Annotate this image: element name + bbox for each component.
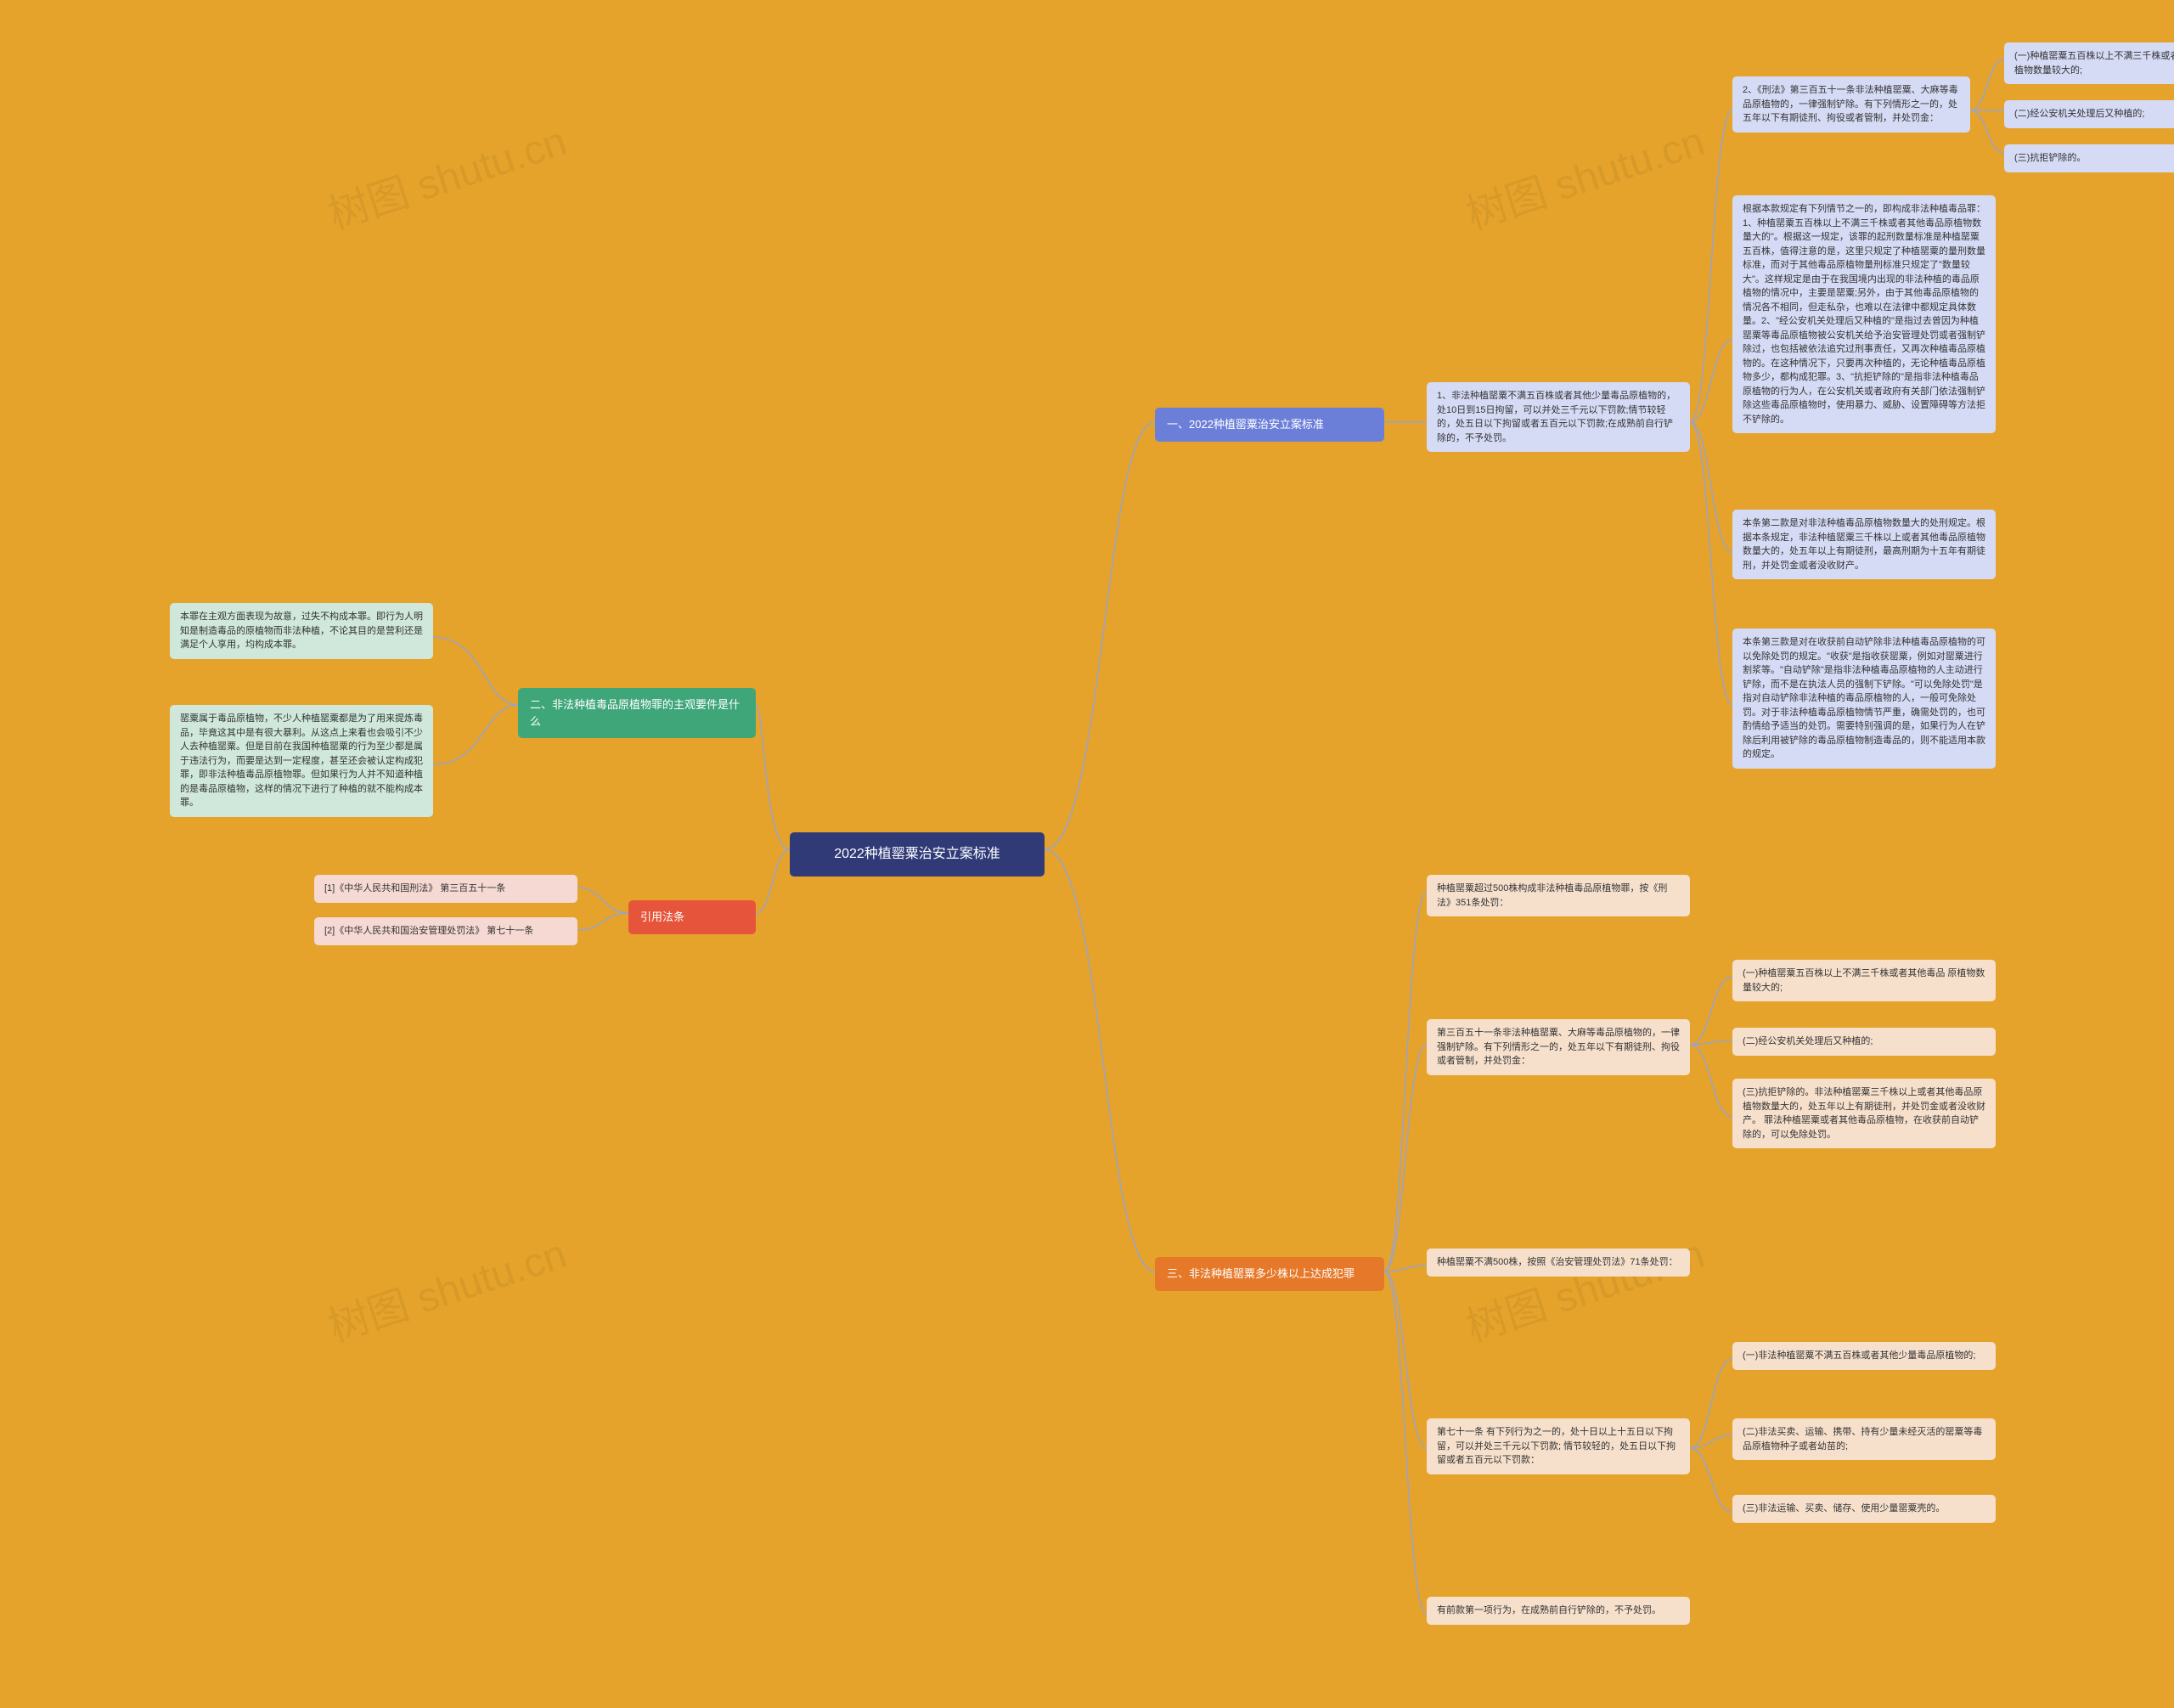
node-b1c1a2[interactable]: (二)经公安机关处理后又种植的; [2004,100,2174,128]
root-node[interactable]: 2022种植罂粟治安立案标准 [790,832,1045,877]
node-b3c3[interactable]: 种植罂粟不满500株，按照《治安管理处罚法》71条处罚： [1427,1249,1690,1277]
watermark: 树图 shutu.cn [1457,1220,1710,1353]
node-b3c4[interactable]: 第七十一条 有下列行为之一的，处十日以上十五日以下拘留，可以并处三千元以下罚款;… [1427,1418,1690,1474]
node-b1c1c[interactable]: 本条第二款是对非法种植毒品原植物数量大的处刑规定。根据本条规定，非法种植罂粟三千… [1732,510,1996,579]
node-b4c2[interactable]: [2]《中华人民共和国治安管理处罚法》 第七十一条 [314,917,577,945]
watermark: 树图 shutu.cn [319,1220,572,1353]
branch-4[interactable]: 引用法条 [628,900,756,934]
node-b3c4a[interactable]: (一)非法种植罂粟不满五百株或者其他少量毒品原植物的; [1732,1342,1996,1370]
node-b4c1[interactable]: [1]《中华人民共和国刑法》 第三百五十一条 [314,875,577,903]
node-b2c2[interactable]: 罂粟属于毒品原植物，不少人种植罂粟都是为了用来提炼毒品，毕竟这其中是有很大暴利。… [170,705,433,817]
node-b1c1b[interactable]: 根据本款规定有下列情节之一的，即构成非法种植毒品罪：1、种植罂粟五百株以上不满三… [1732,195,1996,433]
node-b3c2b[interactable]: (二)经公安机关处理后又种植的; [1732,1028,1996,1056]
branch-1[interactable]: 一、2022种植罂粟治安立案标准 [1155,408,1384,442]
node-b2c1[interactable]: 本罪在主观方面表现为故意，过失不构成本罪。即行为人明知是制造毒品的原植物而非法种… [170,603,433,659]
node-b1c1a1[interactable]: (一)种植罂粟五百株以上不满三千株或者其他毒品原植物数量较大的; [2004,42,2174,84]
node-b3c2a[interactable]: (一)种植罂粟五百株以上不满三千株或者其他毒品 原植物数量较大的; [1732,960,1996,1001]
node-b3c2[interactable]: 第三百五十一条非法种植罂粟、大麻等毒品原植物的，一律强制铲除。有下列情形之一的，… [1427,1019,1690,1075]
node-b3c1[interactable]: 种植罂粟超过500株构成非法种植毒品原植物罪，按《刑法》351条处罚： [1427,875,1690,916]
watermark: 树图 shutu.cn [1457,108,1710,240]
node-b1c1a[interactable]: 2、《刑法》第三百五十一条非法种植罂粟、大麻等毒品原植物的，一律强制铲除。有下列… [1732,76,1970,132]
branch-3[interactable]: 三、非法种植罂粟多少株以上达成犯罪 [1155,1257,1384,1291]
watermark: 树图 shutu.cn [319,108,572,240]
node-b3c4c[interactable]: (三)非法运输、买卖、储存、使用少量罂粟壳的。 [1732,1495,1996,1523]
node-b1c1a3[interactable]: (三)抗拒铲除的。 [2004,144,2174,172]
branch-2[interactable]: 二、非法种植毒品原植物罪的主观要件是什么 [518,688,756,738]
node-b3c2c[interactable]: (三)抗拒铲除的。非法种植罂粟三千株以上或者其他毒品原植物数量大的，处五年以上有… [1732,1079,1996,1148]
node-b1c1[interactable]: 1、非法种植罂粟不满五百株或者其他少量毒品原植物的，处10日到15日拘留，可以并… [1427,382,1690,452]
node-b1c1d[interactable]: 本条第三款是对在收获前自动铲除非法种植毒品原植物的可以免除处罚的规定。"收获"是… [1732,629,1996,769]
node-b3c5[interactable]: 有前款第一项行为，在成熟前自行铲除的，不予处罚。 [1427,1597,1690,1625]
node-b3c4b[interactable]: (二)非法买卖、运输、携带、持有少量未经灭活的罂粟等毒品原植物种子或者幼苗的; [1732,1418,1996,1460]
